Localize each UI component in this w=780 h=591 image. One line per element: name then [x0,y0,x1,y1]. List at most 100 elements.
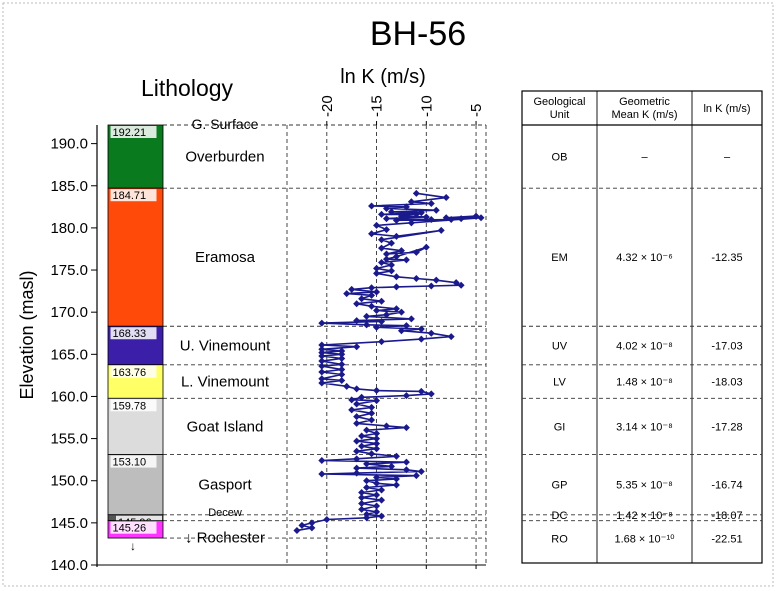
cell-mean-k: – [641,152,648,164]
y-tick-label: 145.0 [50,515,88,532]
cell-unit: UV [552,341,568,353]
data-point [422,243,430,251]
x-tick-label: -10 [418,95,435,117]
data-point [363,477,371,485]
cell-ln-k: -18.03 [711,377,742,389]
data-point [373,221,381,229]
data-point [323,515,331,523]
elevation-axis: 190.0 185.0 180.0 175.0 170.0 165.0 160.0 155.0… [50,125,98,574]
cell-unit: DC [552,510,568,522]
data-point [432,276,440,284]
data-point [402,466,410,474]
data-point [318,319,326,327]
table-border [521,90,763,564]
data-point [373,479,381,487]
unit-name-gasport: Gasport [198,477,252,494]
data-point [378,512,386,520]
elevation-label-background [110,327,157,340]
data-point [477,214,485,222]
lithology-unit-eramosa [107,187,164,327]
data-point [427,390,435,398]
data-point [318,352,326,360]
data-point [318,470,326,478]
x-tick-label: -15 [369,95,386,117]
data-point [368,291,376,299]
data-point [373,440,381,448]
y-tick-label: 160.0 [50,388,88,405]
data-point [343,382,351,390]
data-point [447,333,455,341]
cell-unit: EM [551,252,568,264]
y-tick-label: 190.0 [50,136,88,153]
data-point [318,341,326,349]
data-point [358,505,366,513]
data-point [318,456,326,464]
data-point [348,406,356,414]
cell-ln-k: -16.74 [711,480,742,492]
y-tick-label: 180.0 [50,220,88,237]
data-point [378,486,386,494]
data-point [392,475,400,483]
cell-unit: LV [553,377,566,389]
data-point [363,514,371,522]
y-tick-label: 140.0 [50,557,88,574]
data-point [353,343,361,351]
unit-name-labels: G. Surface Overburden Eramosa U. Vinemount L… [180,116,271,547]
data-point [318,368,326,376]
data-point [338,365,346,373]
cell-ln-k: -22.51 [711,534,742,546]
cell-mean-k: 1.68 × 10⁻¹⁰ [614,534,675,546]
data-point [383,255,390,263]
data-point [457,281,465,289]
unit-top-elevation-label: 153.10 [113,457,147,469]
data-point [412,189,420,197]
data-point [353,400,361,408]
data-point [378,338,386,346]
data-point [368,450,376,458]
cell-ln-k: -18.07 [711,510,742,522]
data-point [402,458,410,466]
data-point [358,295,366,303]
unit-top-elevation-label: 163.76 [113,367,147,379]
data-point [412,210,420,218]
data-point [353,469,361,477]
data-point [368,403,376,411]
data-point [358,393,366,401]
data-point [363,426,371,434]
data-point [442,194,450,202]
data-point [373,473,381,481]
data-point [383,422,390,430]
data-point [427,329,435,337]
data-point [397,308,405,316]
data-point [363,483,371,491]
data-point [383,205,390,213]
data-point [373,306,381,314]
y-tick-label: 175.0 [50,262,88,279]
data-point [387,267,395,275]
lithology-column: 192.21 184.71 168.33 163.76 159.78 153.10 145.… [107,124,164,553]
data-point [373,264,381,272]
cell-mean-k: 5.35 × 10⁻⁸ [616,480,673,492]
elevation-label-background [110,521,157,534]
data-point [358,442,366,450]
unit-name-u-vinemount: U. Vinemount [180,338,271,355]
y-tick-label: 150.0 [50,473,88,490]
chart-title: BH-56 [370,15,466,53]
data-point [427,199,435,207]
data-point [387,462,395,470]
data-point [407,219,415,227]
ln-k-series [293,189,485,534]
data-point [417,325,425,333]
header-unit: Unit [550,109,570,121]
unit-top-elevation-label: 159.78 [113,400,147,412]
data-point [387,261,395,269]
figure-frame [2,2,774,587]
data-point [353,419,361,427]
data-point [402,392,410,400]
data-point [383,250,390,258]
lithology-heading: Lithology [141,75,234,101]
data-point [338,350,346,358]
data-point [392,253,400,261]
data-point [412,274,420,282]
